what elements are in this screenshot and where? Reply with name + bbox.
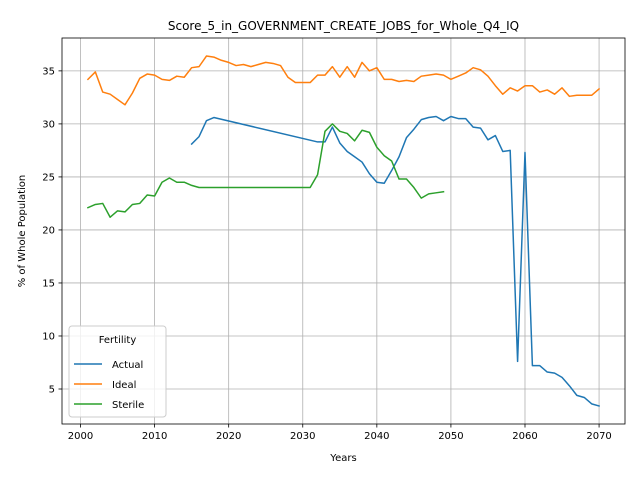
y-axis: 5 10 15 20 25 30 35 [42, 66, 62, 396]
x-tick-label: 2060 [512, 431, 537, 442]
y-axis-label: % of Whole Population [17, 175, 28, 288]
plot-frame [61, 37, 626, 425]
legend-title: Fertility [99, 335, 137, 346]
x-axis-label: Years [329, 453, 356, 464]
x-tick-label: 2070 [586, 431, 611, 442]
x-axis: 2000 2010 2020 2030 2040 2050 2060 2070 [68, 424, 612, 442]
chart-title: Score_5_in_GOVERNMENT_CREATE_JOBS_for_Wh… [168, 19, 519, 33]
y-tick-label: 5 [49, 385, 55, 396]
y-tick-label: 30 [42, 119, 55, 130]
legend-label-actual: Actual [112, 360, 143, 371]
legend-label-ideal: Ideal [112, 380, 136, 391]
y-tick-label: 35 [42, 66, 55, 77]
legend: Fertility Actual Ideal Sterile [68, 325, 167, 418]
series-layer [86, 55, 601, 407]
series-line-ideal [86, 55, 601, 106]
x-tick-label: 2050 [438, 431, 463, 442]
x-tick-label: 2030 [290, 431, 315, 442]
legend-box [68, 325, 167, 418]
series-line-actual [190, 115, 600, 407]
x-tick-label: 2020 [216, 431, 241, 442]
y-tick-label: 20 [42, 225, 55, 236]
x-tick-label: 2040 [364, 431, 389, 442]
y-tick-label: 10 [42, 331, 55, 342]
series-line-sterile [86, 123, 445, 218]
x-tick-label: 2010 [142, 431, 167, 442]
legend-label-sterile: Sterile [112, 400, 144, 411]
y-tick-label: 15 [42, 278, 55, 289]
x-tick-label: 2000 [68, 431, 93, 442]
y-tick-label: 25 [42, 172, 55, 183]
